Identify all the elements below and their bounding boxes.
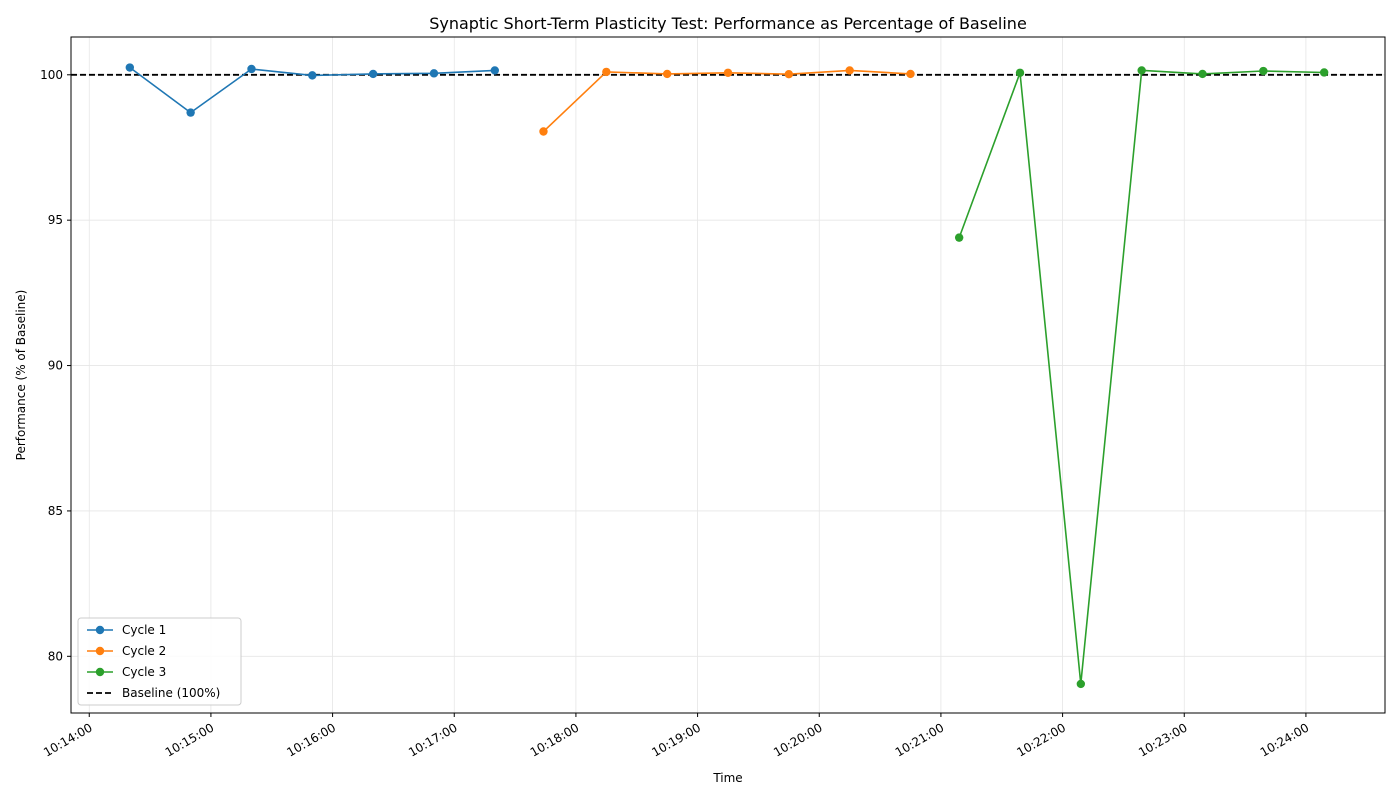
x-axis-label: Time (712, 771, 742, 785)
data-point (845, 66, 854, 75)
chart-title: Synaptic Short-Term Plasticity Test: Per… (429, 14, 1027, 33)
data-point (429, 69, 439, 78)
legend: Cycle 1 Cycle 2 Cycle 3 Baseline (100%) (77, 617, 242, 706)
data-point (368, 69, 378, 79)
series-1 (125, 63, 500, 117)
series-3 (954, 66, 1329, 689)
data-point (1198, 69, 1207, 79)
data-point (1319, 68, 1329, 77)
y-tick-label: 80 (48, 649, 63, 663)
data-point (247, 64, 256, 74)
data-point (539, 127, 548, 136)
y-tick-label: 100 (40, 68, 63, 82)
data-point (186, 108, 195, 117)
data-point (602, 67, 611, 77)
legend-entry: Cycle 2 (87, 644, 166, 658)
legend-entry: Cycle 1 (87, 623, 166, 637)
data-point (490, 66, 500, 75)
data-point (125, 63, 135, 72)
y-axis-label: Performance (% of Baseline) (14, 290, 28, 461)
data-point (1137, 66, 1146, 75)
legend-frame (77, 617, 242, 706)
data-point (784, 70, 794, 79)
data-point (1015, 68, 1025, 77)
data-point (662, 69, 672, 79)
legend-label: Cycle 2 (122, 644, 166, 658)
legend-swatch-marker (95, 667, 105, 677)
y-tick-label: 95 (48, 213, 63, 227)
legend-entry: Cycle 3 (87, 665, 166, 679)
plot-area-frame (70, 36, 1386, 714)
data-point (723, 68, 733, 77)
legend-label: Cycle 1 (122, 623, 166, 637)
legend-swatch-marker (95, 646, 105, 656)
legend-entry: Baseline (100%) (87, 686, 220, 700)
data-point (1076, 679, 1086, 689)
data-point (954, 233, 964, 242)
y-axis-ticks: 80 85 90 95 100 (40, 68, 71, 663)
series-group (125, 63, 1329, 689)
y-tick-label: 90 (48, 359, 63, 373)
legend-label: Cycle 3 (122, 665, 166, 679)
legend-swatch-marker (95, 625, 105, 635)
series-2 (539, 66, 915, 136)
legend-label: Baseline (100%) (122, 686, 220, 700)
data-point (308, 71, 317, 80)
data-point (906, 69, 915, 79)
y-tick-label: 85 (48, 504, 63, 518)
data-point (1259, 66, 1268, 76)
